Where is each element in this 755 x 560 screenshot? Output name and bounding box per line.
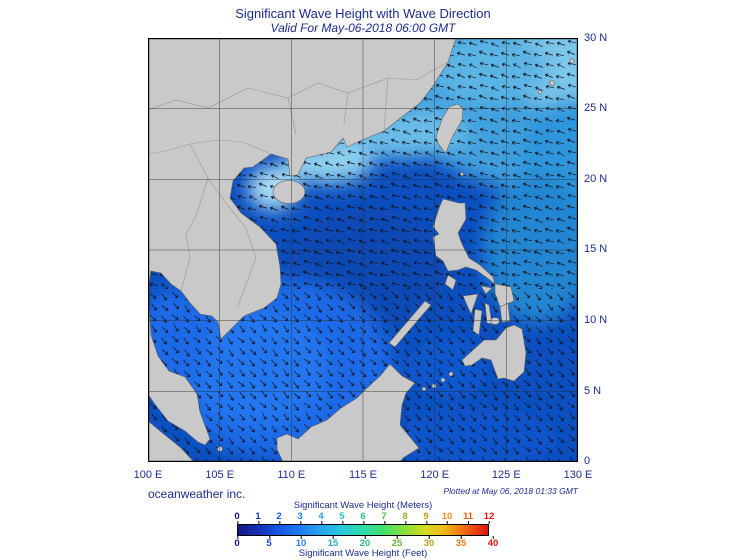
land-taiwan <box>435 103 464 154</box>
land-borneo <box>276 363 420 462</box>
plotted-timestamp: Plotted at May 06, 2018 01:33 GMT <box>443 486 578 496</box>
meters-tick: 12 <box>483 511 495 524</box>
lon-label: 115 E <box>349 469 377 481</box>
land-mindoro <box>444 274 457 291</box>
land-hainan <box>272 180 306 204</box>
legend-feet-ticks: 0 5 10 15 20 25 30 35 40 <box>234 536 498 549</box>
feet-tick: 20 <box>359 536 371 549</box>
lat-label: 5 N <box>584 385 602 397</box>
lat-label: 30 N <box>584 32 608 44</box>
feet-tick: 10 <box>295 536 307 549</box>
land-mindanao <box>461 324 527 382</box>
lon-label: 130 E <box>563 469 593 481</box>
page-title: Significant Wave Height with Wave Direct… <box>235 6 491 21</box>
meters-tick: 1 <box>255 511 261 524</box>
meters-tick: 4 <box>318 511 324 524</box>
lon-label: 100 E <box>133 469 163 481</box>
lat-label: 15 N <box>584 243 608 255</box>
land-ryukyu <box>549 80 555 86</box>
meters-tick: 2 <box>276 511 282 524</box>
land-cebu <box>484 302 493 325</box>
map-svg <box>148 38 578 462</box>
meters-tick: 9 <box>423 511 429 524</box>
lon-label: 120 E <box>420 469 450 481</box>
lat-label: 0 <box>584 455 591 467</box>
meters-tick: 6 <box>360 511 366 524</box>
map-frame <box>148 38 578 462</box>
feet-tick: 40 <box>487 536 499 549</box>
land-panay <box>462 293 479 315</box>
feet-tick: 25 <box>391 536 403 549</box>
land-sumatra <box>148 420 195 462</box>
oceanweather-credit: oceanweather inc. <box>148 487 246 501</box>
meters-tick: 7 <box>381 511 387 524</box>
wave-height-map <box>148 38 578 462</box>
lon-label: 105 E <box>205 469 235 481</box>
meters-tick: 5 <box>339 511 345 524</box>
lat-label: 25 N <box>584 102 608 114</box>
latitude-axis: 30 N 25 N 20 N 15 N 10 N 5 N 0 <box>584 32 624 467</box>
feet-tick: 0 <box>234 536 240 549</box>
feet-tick: 35 <box>455 536 467 549</box>
legend-meters-label: Significant Wave Height (Meters) <box>293 500 433 511</box>
land-negros <box>472 308 483 336</box>
land-masbate <box>480 285 493 295</box>
valid-time-subtitle: Valid For May-06-2018 06:00 GMT <box>270 21 456 35</box>
country-borders <box>148 61 449 307</box>
land-luzon <box>432 198 496 285</box>
feet-tick: 5 <box>266 536 272 549</box>
meters-tick: 0 <box>234 511 240 524</box>
meters-tick: 3 <box>297 511 303 524</box>
land-palawan <box>388 300 432 348</box>
legend-feet-label: Significant Wave Height (Feet) <box>298 548 428 559</box>
meters-tick: 11 <box>462 511 474 524</box>
land-leyte <box>499 302 511 323</box>
legend-colorbar <box>237 524 489 536</box>
feet-tick: 30 <box>423 536 435 549</box>
meters-tick: 8 <box>402 511 408 524</box>
longitude-axis: 100 E 105 E 110 E 115 E 120 E 125 E 130 … <box>134 469 593 483</box>
land-asia-mainland <box>148 38 457 446</box>
lat-label: 10 N <box>584 314 608 326</box>
legend-meters-ticks: 0 1 2 3 4 5 6 7 8 9 10 11 12 <box>234 511 494 524</box>
lat-label: 20 N <box>584 173 608 185</box>
graticule-grid <box>148 38 578 462</box>
landmasses <box>148 38 575 462</box>
meters-tick: 10 <box>441 511 453 524</box>
lon-label: 110 E <box>277 469 306 481</box>
feet-tick: 15 <box>327 536 339 549</box>
land-bohol <box>490 317 500 325</box>
lon-label: 125 E <box>491 469 521 481</box>
legend-bar-wrap: 0 1 2 3 4 5 6 7 8 9 10 11 12 0 5 10 15 20 25 30 35 40 <box>234 511 498 549</box>
